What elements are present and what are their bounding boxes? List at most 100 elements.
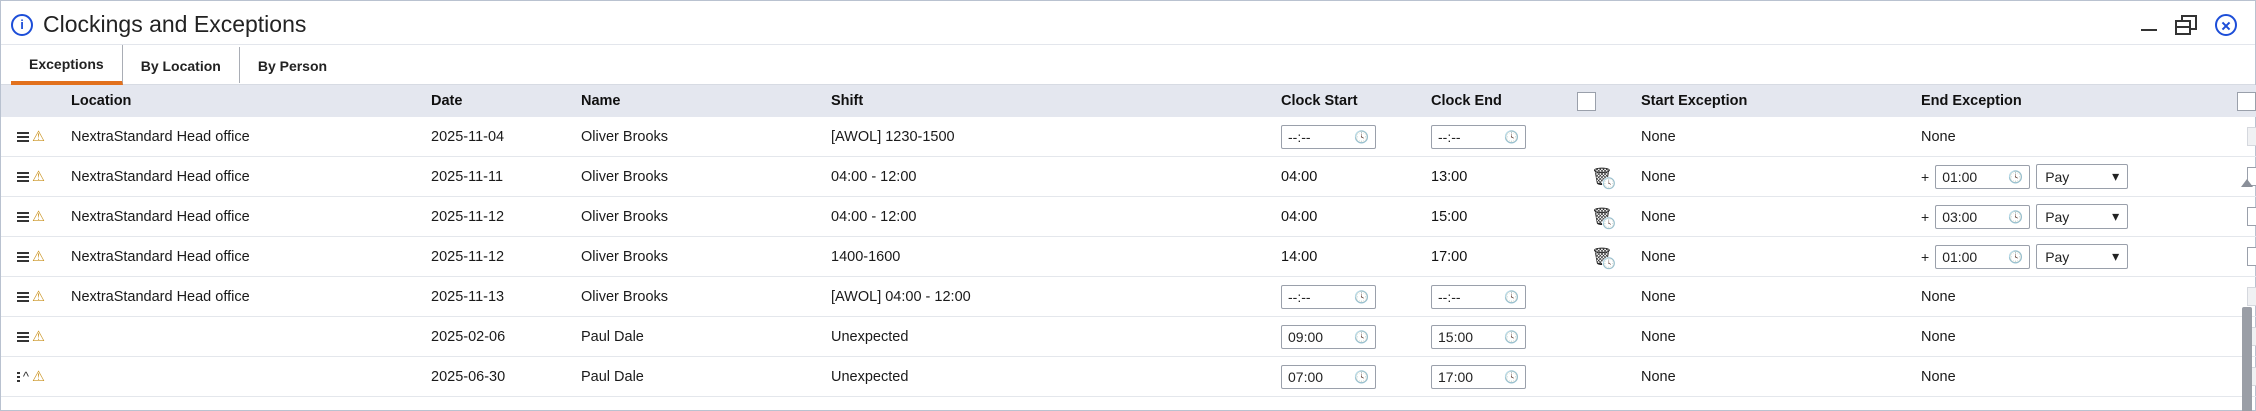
row-warning-icon-5[interactable]: ⚠ bbox=[32, 329, 45, 344]
table-row[interactable]: ⚠ NextraStandard Head office 2025-11-12 … bbox=[1, 197, 2256, 237]
row-clockend-input-6[interactable]: 17:00 🕓 bbox=[1431, 365, 1526, 389]
row-menu-icon-5[interactable] bbox=[17, 332, 29, 342]
row-menu-icon-0[interactable] bbox=[17, 132, 29, 142]
row-shift: [AWOL] 1230-1500 bbox=[821, 117, 1271, 157]
row-start-exception: None bbox=[1631, 317, 1911, 357]
row-end-exception-group-2: + 03:00 🕓 Pay ▾ bbox=[1921, 204, 2221, 229]
row-trash-cell-3[interactable]: 🗑 🕓 bbox=[1581, 247, 1621, 267]
row-clockend-input-5[interactable]: 15:00 🕓 bbox=[1431, 325, 1526, 349]
table-row[interactable]: ⚠ NextraStandard Head office 2025-11-11 … bbox=[1, 157, 2256, 197]
delete-clocking-icon[interactable]: 🗑 🕓 bbox=[1591, 247, 1611, 267]
col-header-clockend[interactable]: Clock End bbox=[1421, 85, 1571, 117]
row-location: NextraStandard Head office bbox=[61, 157, 421, 197]
row-icon-group-5: ⚠ bbox=[11, 323, 51, 350]
row-location: NextraStandard Head office bbox=[61, 237, 421, 277]
row-warning-icon-3[interactable]: ⚠ bbox=[32, 249, 45, 264]
exceptions-table: Location Date Name Shift Clock Start Clo… bbox=[1, 85, 2256, 397]
row-icon-group-3: ⚠ bbox=[11, 243, 51, 270]
row-icon-group-4: ⚠ bbox=[11, 283, 51, 310]
row-start-exception: None bbox=[1631, 117, 1911, 157]
clockings-exceptions-window: i Clockings and Exceptions Exceptions By… bbox=[0, 0, 2256, 411]
row-clockstart-input-4[interactable]: --:-- 🕓 bbox=[1281, 285, 1376, 309]
row-expand-caret-icon-6[interactable]: ^ bbox=[23, 369, 29, 384]
row-menu-icon-1[interactable] bbox=[17, 172, 29, 182]
tab-by-person[interactable]: By Person bbox=[240, 47, 345, 83]
scrollbar-thumb[interactable] bbox=[2242, 307, 2252, 411]
row-end-exception-time-2[interactable]: 03:00 🕓 bbox=[1935, 205, 2030, 229]
row-menu-icon-3[interactable] bbox=[17, 252, 29, 262]
tab-exceptions[interactable]: Exceptions bbox=[11, 45, 123, 85]
row-icon-group-0: ⚠ bbox=[11, 123, 51, 150]
row-menu-icon-2[interactable] bbox=[17, 212, 29, 222]
row-icon-group-2: ⚠ bbox=[11, 203, 51, 230]
select-all-checkbox-2[interactable] bbox=[2237, 92, 2256, 111]
row-name: Oliver Brooks bbox=[571, 157, 821, 197]
select-all-checkbox-1[interactable] bbox=[1577, 92, 1596, 111]
row-end-exception-time-3[interactable]: 01:00 🕓 bbox=[1935, 245, 2030, 269]
row-warning-icon-0[interactable]: ⚠ bbox=[32, 129, 45, 144]
info-icon[interactable]: i bbox=[11, 14, 33, 36]
clock-icon: 🕓 bbox=[1354, 330, 1369, 344]
col-header-startexc[interactable]: Start Exception bbox=[1631, 85, 1911, 117]
vertical-scrollbar[interactable] bbox=[2241, 177, 2253, 411]
close-icon[interactable] bbox=[2215, 14, 2237, 36]
row-name: Paul Dale bbox=[571, 357, 821, 397]
row-date: 2025-02-06 bbox=[421, 317, 571, 357]
page-title: Clockings and Exceptions bbox=[43, 11, 306, 38]
row-icon-group-1: ⚠ bbox=[11, 163, 51, 190]
minimize-icon[interactable] bbox=[2141, 29, 2157, 31]
row-clockend-text-3: 17:00 bbox=[1421, 237, 1571, 277]
row-end-exception-dropdown-3[interactable]: Pay ▾ bbox=[2036, 244, 2128, 269]
row-shift: 1400-1600 bbox=[821, 237, 1271, 277]
table-row[interactable]: ⚠ NextraStandard Head office 2025-11-04 … bbox=[1, 117, 2256, 157]
tab-by-location[interactable]: By Location bbox=[123, 47, 240, 83]
chevron-down-icon: ▾ bbox=[2112, 168, 2119, 185]
col-header-shift[interactable]: Shift bbox=[821, 85, 1271, 117]
row-end-exception-dropdown-2[interactable]: Pay ▾ bbox=[2036, 204, 2128, 229]
col-header-date[interactable]: Date bbox=[421, 85, 571, 117]
row-clockstart-input-5[interactable]: 09:00 🕓 bbox=[1281, 325, 1376, 349]
col-header-clockstart[interactable]: Clock Start bbox=[1271, 85, 1421, 117]
row-warning-icon-1[interactable]: ⚠ bbox=[32, 169, 45, 184]
row-menu-icon-6[interactable] bbox=[17, 372, 20, 382]
row-clockstart-input-6[interactable]: 07:00 🕓 bbox=[1281, 365, 1376, 389]
row-menu-icon-4[interactable] bbox=[17, 292, 29, 302]
clock-icon: 🕓 bbox=[2008, 210, 2023, 224]
col-header-name[interactable]: Name bbox=[571, 85, 821, 117]
scrollbar-up-arrow[interactable] bbox=[2241, 179, 2253, 187]
row-end-exception-time-1[interactable]: 01:00 🕓 bbox=[1935, 165, 2030, 189]
row-name: Paul Dale bbox=[571, 317, 821, 357]
chevron-down-icon: ▾ bbox=[2112, 208, 2119, 225]
table-row[interactable]: ⚠ NextraStandard Head office 2025-11-12 … bbox=[1, 237, 2256, 277]
row-trash-cell-2[interactable]: 🗑 🕓 bbox=[1581, 207, 1621, 227]
col-header-endexc[interactable]: End Exception bbox=[1911, 85, 2231, 117]
delete-clocking-icon[interactable]: 🗑 🕓 bbox=[1591, 167, 1611, 187]
table-header-row: Location Date Name Shift Clock Start Clo… bbox=[1, 85, 2256, 117]
row-shift: [AWOL] 04:00 - 12:00 bbox=[821, 277, 1271, 317]
row-shift: Unexpected bbox=[821, 357, 1271, 397]
row-clockend-input-4[interactable]: --:-- 🕓 bbox=[1431, 285, 1526, 309]
row-name: Oliver Brooks bbox=[571, 117, 821, 157]
clock-icon: 🕓 bbox=[1504, 130, 1519, 144]
col-header-location[interactable]: Location bbox=[61, 85, 421, 117]
restore-window-icon[interactable] bbox=[2175, 15, 2197, 35]
clock-icon: 🕓 bbox=[1504, 290, 1519, 304]
row-clockend-input-0[interactable]: --:-- 🕓 bbox=[1431, 125, 1526, 149]
row-end-exception-dropdown-1[interactable]: Pay ▾ bbox=[2036, 164, 2128, 189]
row-trash-cell-1[interactable]: 🗑 🕓 bbox=[1581, 167, 1621, 187]
row-warning-icon-6[interactable]: ⚠ bbox=[32, 369, 45, 384]
row-clockend-text-1: 13:00 bbox=[1421, 157, 1571, 197]
row-clockstart-input-0[interactable]: --:-- 🕓 bbox=[1281, 125, 1376, 149]
exceptions-table-wrap: Location Date Name Shift Clock Start Clo… bbox=[1, 85, 2255, 397]
row-date: 2025-11-12 bbox=[421, 237, 571, 277]
row-warning-icon-2[interactable]: ⚠ bbox=[32, 209, 45, 224]
row-start-exception: None bbox=[1631, 197, 1911, 237]
table-row[interactable]: ⚠ 2025-02-06 Paul Dale Unexpected 09:00 … bbox=[1, 317, 2256, 357]
table-row[interactable]: ^ ⚠ 2025-06-30 Paul Dale Unexpected 07:0… bbox=[1, 357, 2256, 397]
delete-clocking-icon[interactable]: 🗑 🕓 bbox=[1591, 207, 1611, 227]
row-date: 2025-11-04 bbox=[421, 117, 571, 157]
row-name: Oliver Brooks bbox=[571, 277, 821, 317]
row-warning-icon-4[interactable]: ⚠ bbox=[32, 289, 45, 304]
clock-icon: 🕓 bbox=[1504, 330, 1519, 344]
table-row[interactable]: ⚠ NextraStandard Head office 2025-11-13 … bbox=[1, 277, 2256, 317]
